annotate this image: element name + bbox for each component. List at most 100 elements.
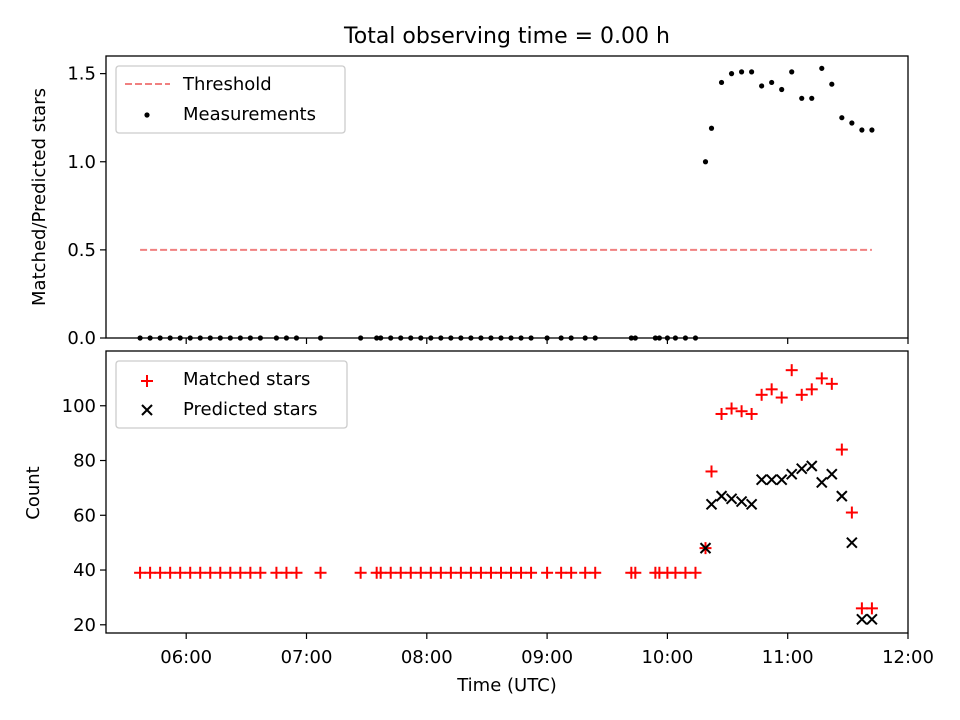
matched-stars-point bbox=[845, 506, 858, 519]
y-tick-label: 100 bbox=[62, 396, 96, 417]
matched-stars-point bbox=[164, 566, 177, 579]
measurements-point bbox=[738, 69, 745, 75]
figure-title: Total observing time = 0.00 h bbox=[343, 24, 670, 49]
ratio-yticks: 0.0 0.5 1.0 1.5 bbox=[67, 64, 106, 349]
matched-stars-point bbox=[775, 391, 788, 404]
count-axes-frame bbox=[105, 350, 909, 634]
matched-stars-point bbox=[669, 566, 682, 579]
count-marks bbox=[134, 364, 878, 626]
measurements-point bbox=[869, 127, 875, 133]
predicted-stars-point bbox=[735, 495, 748, 508]
predicted-stars-point bbox=[806, 460, 818, 472]
matched-legend-label: Matched stars bbox=[183, 369, 310, 390]
measurements-point bbox=[718, 79, 725, 86]
matched-stars-point bbox=[290, 566, 303, 579]
predicted-stars-point bbox=[775, 473, 788, 486]
count-y-axis-label: Count bbox=[23, 466, 44, 519]
matched-stars-point bbox=[184, 566, 197, 579]
measurements-point bbox=[859, 127, 865, 133]
y-tick-label: 40 bbox=[73, 560, 96, 581]
count-legend-box bbox=[115, 360, 348, 429]
matched-stars-point bbox=[525, 566, 538, 579]
matched-stars-point bbox=[444, 566, 457, 579]
matched-stars-point bbox=[765, 383, 778, 396]
matched-stars-point bbox=[679, 566, 692, 579]
matched-stars-point bbox=[434, 566, 447, 579]
y-tick-label: 60 bbox=[73, 505, 96, 526]
matched-legend-swatch bbox=[141, 375, 153, 387]
matched-stars-point bbox=[541, 566, 554, 579]
x-tick-label: 10:00 bbox=[641, 647, 693, 668]
x-tick-label: 08:00 bbox=[401, 647, 453, 668]
measurements-point bbox=[702, 159, 709, 165]
matched-stars-point bbox=[234, 566, 247, 579]
matched-stars-point bbox=[214, 566, 227, 579]
measurements-legend-swatch bbox=[144, 112, 150, 118]
measurements-point bbox=[749, 69, 755, 75]
x-axis-label: Time (UTC) bbox=[456, 675, 557, 696]
y-tick-label: 20 bbox=[73, 615, 96, 636]
measurements-point bbox=[839, 115, 845, 121]
predicted-stars-point bbox=[826, 468, 838, 480]
matched-stars-point bbox=[865, 602, 878, 615]
predicted-stars-point bbox=[846, 536, 858, 549]
measurements-point bbox=[769, 79, 775, 86]
y-tick-label: 80 bbox=[73, 451, 96, 472]
predicted-stars-point bbox=[765, 473, 778, 486]
x-tick-label: 12:00 bbox=[882, 647, 934, 668]
x-tick-label: 07:00 bbox=[281, 647, 333, 668]
matched-stars-point bbox=[204, 566, 217, 579]
matched-stars-point bbox=[314, 566, 327, 579]
measurements-point bbox=[849, 120, 855, 126]
ratio-axes-frame bbox=[105, 55, 909, 339]
threshold-legend-label: Threshold bbox=[182, 74, 272, 95]
matched-stars-point bbox=[565, 566, 578, 579]
measurements-point bbox=[759, 83, 765, 89]
ratio-legend: Threshold Measurements bbox=[115, 65, 346, 134]
matched-stars-point bbox=[795, 388, 808, 401]
matched-stars-point bbox=[805, 383, 818, 396]
matched-stars-point bbox=[555, 566, 568, 579]
count-xticks: 06:00 07:00 08:00 09:00 10:00 11:00 12:00 bbox=[160, 633, 934, 668]
matched-stars-point bbox=[689, 566, 702, 579]
predicted-stars-point bbox=[786, 468, 798, 480]
matched-stars-point bbox=[354, 566, 367, 579]
measurements-point bbox=[809, 95, 815, 101]
measurements-point bbox=[799, 95, 805, 101]
predicted-stars-point bbox=[755, 473, 768, 486]
matched-stars-point bbox=[785, 364, 798, 377]
matched-stars-point bbox=[474, 566, 487, 579]
predicted-stars-point bbox=[856, 613, 868, 626]
y-tick-label: 1.5 bbox=[67, 64, 96, 85]
matched-stars-point bbox=[755, 388, 768, 401]
measurements-point bbox=[789, 69, 795, 75]
predicted-stars-point bbox=[816, 476, 828, 489]
matched-stars-point bbox=[280, 566, 293, 579]
measurements-point bbox=[819, 65, 825, 71]
matched-stars-point bbox=[394, 566, 407, 579]
matched-stars-point bbox=[224, 566, 237, 579]
matched-stars-point bbox=[374, 566, 387, 579]
matched-stars-point bbox=[154, 566, 167, 579]
predicted-stars-point bbox=[796, 463, 808, 475]
matched-stars-point bbox=[725, 402, 738, 415]
y-tick-label: 0.0 bbox=[67, 328, 96, 349]
x-tick-label: 06:00 bbox=[160, 647, 212, 668]
predicted-legend-swatch bbox=[141, 404, 153, 416]
matched-stars-point bbox=[194, 566, 207, 579]
matched-stars-point bbox=[815, 372, 828, 385]
matched-stars-point bbox=[254, 566, 267, 579]
predicted-stars-point bbox=[866, 613, 878, 626]
predicted-stars-point bbox=[745, 498, 758, 511]
matched-stars-point bbox=[825, 377, 838, 390]
matched-stars-point bbox=[424, 566, 437, 579]
count-panel: 20 40 60 80 100 06:00 07:00 08:00 09:00 10:00 11:… bbox=[23, 350, 934, 696]
x-tick-label: 11:00 bbox=[762, 647, 814, 668]
matched-stars-point bbox=[745, 407, 758, 420]
predicted-stars-point bbox=[715, 490, 728, 502]
y-tick-label: 1.0 bbox=[67, 152, 96, 173]
matched-stars-point bbox=[494, 566, 507, 579]
matched-stars-point bbox=[384, 566, 397, 579]
matched-stars-point bbox=[735, 405, 748, 418]
